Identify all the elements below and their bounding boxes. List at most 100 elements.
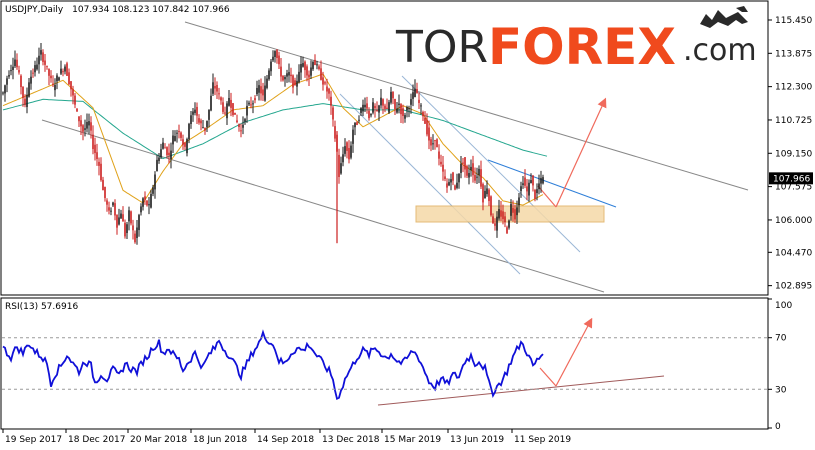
- candle-body: [340, 163, 342, 174]
- candle-body: [78, 116, 80, 122]
- candle-body: [266, 78, 268, 88]
- candle-body: [2, 92, 4, 94]
- candle-body: [30, 76, 32, 84]
- candle-body: [84, 128, 86, 130]
- candle-body: [22, 86, 24, 98]
- candle-body: [190, 115, 192, 124]
- brand-logo: TOR FOREX .com: [395, 6, 757, 76]
- candle-body: [518, 197, 520, 206]
- candle-body: [222, 102, 224, 112]
- price-tick-label: 106.000: [775, 216, 812, 226]
- inner-channel-lower: [339, 93, 521, 275]
- candle-body: [448, 182, 450, 186]
- candle-body: [242, 124, 244, 128]
- candle-body: [466, 166, 468, 176]
- candle-body: [82, 125, 84, 132]
- candle-body: [20, 75, 22, 88]
- candle-body: [148, 204, 150, 206]
- price-tick-label: 104.470: [775, 248, 812, 258]
- candle-body: [116, 214, 118, 228]
- candle-body: [166, 147, 168, 156]
- candle-body: [378, 105, 380, 113]
- candle-body: [440, 161, 442, 165]
- candle-body: [490, 196, 492, 216]
- candle-body: [464, 157, 466, 170]
- rsi-tick-label: 100: [775, 301, 792, 311]
- candle-body: [58, 77, 60, 81]
- candle-body: [390, 91, 392, 103]
- candle-body: [218, 93, 220, 95]
- candle-body: [232, 103, 234, 115]
- candle-body: [452, 172, 454, 181]
- candle-body: [198, 118, 200, 123]
- candle-body: [268, 70, 270, 80]
- candle-body: [316, 64, 318, 66]
- price-arrow-up: [555, 97, 607, 208]
- candle-body: [322, 77, 324, 85]
- candle-body: [8, 74, 10, 77]
- candle-body: [272, 56, 274, 61]
- brand-forex-text: FOREX: [488, 18, 676, 76]
- candle-body: [526, 186, 528, 192]
- candle-body: [114, 203, 116, 216]
- rsi-trendline: [377, 375, 665, 406]
- axes: 115.450 113.875 112.300 110.725 109.150 107.5…: [2, 16, 812, 445]
- candle-body: [60, 68, 62, 74]
- time-tick-label: 18 Jun 2018: [193, 435, 247, 445]
- candle-body: [538, 183, 540, 190]
- time-tick-label: 18 Dec 2017: [68, 435, 126, 445]
- rsi-tick-label: 70: [775, 334, 787, 344]
- candle-body: [450, 179, 452, 183]
- candle-body: [304, 61, 306, 71]
- candle-body: [284, 77, 286, 80]
- candle-body: [342, 154, 344, 163]
- candle-body: [240, 130, 242, 132]
- candle-body: [432, 143, 434, 145]
- candle-body: [330, 96, 332, 106]
- candle-body: [188, 123, 190, 140]
- candle-body: [386, 107, 388, 110]
- candle-body: [470, 166, 472, 171]
- candle-body: [200, 120, 202, 124]
- candle-body: [310, 67, 312, 76]
- candle-body: [374, 105, 376, 109]
- brand-tor-text: TOR: [395, 22, 488, 73]
- candle-body: [276, 49, 278, 58]
- candle-body: [384, 105, 386, 109]
- candle-body: [392, 91, 394, 99]
- candle-body: [160, 149, 162, 157]
- rsi-panel: [0, 297, 769, 430]
- candle-body: [506, 227, 508, 234]
- candle-body: [320, 68, 322, 80]
- candle-body: [406, 106, 408, 111]
- candle-body: [332, 107, 334, 120]
- candle-body: [248, 102, 250, 105]
- candle-body: [428, 127, 430, 141]
- candle-body: [70, 81, 72, 90]
- candle-body: [164, 147, 166, 149]
- candle-body: [344, 146, 346, 154]
- blue-resistance-line: [487, 159, 617, 208]
- candle-body: [350, 145, 352, 158]
- candle-body: [292, 75, 294, 88]
- candle-body: [154, 174, 156, 190]
- candle-body: [64, 66, 66, 72]
- candle-body: [436, 139, 438, 148]
- candle-body: [36, 64, 38, 70]
- symbol-info: USDJPY,Daily 107.934 108.123 107.842 107…: [5, 5, 230, 15]
- candle-body: [68, 72, 70, 85]
- candle-body: [290, 74, 292, 77]
- candle-body: [360, 108, 362, 113]
- candle-body: [362, 104, 364, 112]
- candle-body: [530, 180, 532, 184]
- candle-body: [46, 65, 48, 67]
- candle-body: [368, 110, 370, 119]
- price-tick-label: 115.450: [775, 16, 812, 26]
- candle-body: [52, 83, 54, 85]
- candle-body: [124, 222, 126, 237]
- candle-body: [26, 94, 28, 108]
- candle-body: [270, 61, 272, 72]
- candle-body: [314, 59, 316, 66]
- candle-body: [308, 74, 310, 78]
